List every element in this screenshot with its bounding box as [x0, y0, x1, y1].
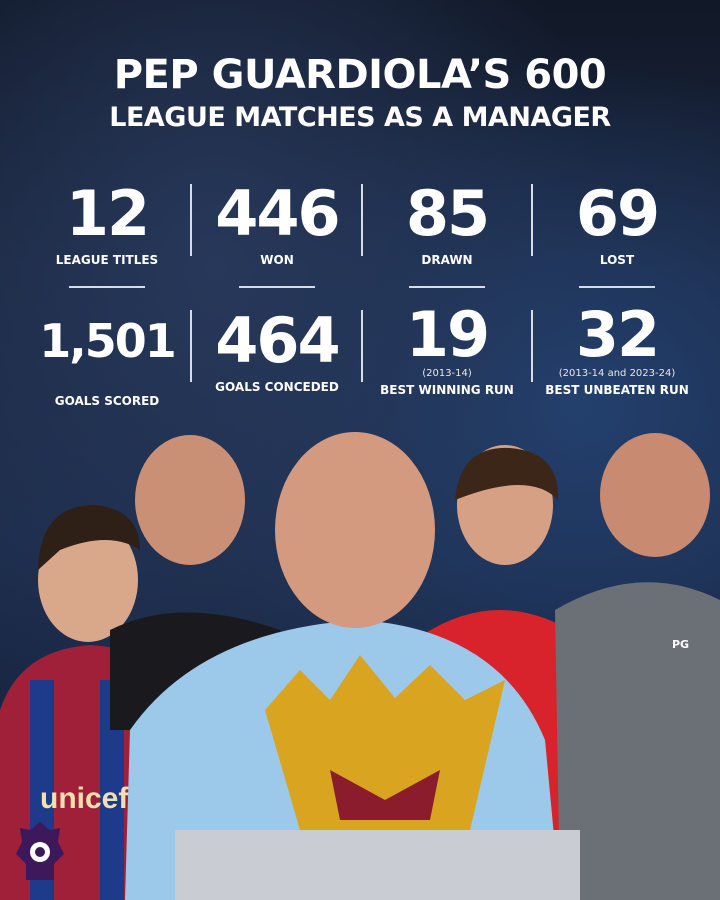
premier-league-lion-icon — [14, 820, 66, 882]
divider — [190, 310, 192, 382]
divider — [361, 184, 363, 256]
jersey-sponsor: unicef — [40, 782, 129, 815]
stat-note: (2013-14) — [422, 368, 472, 379]
stat-value: 464 — [215, 304, 340, 377]
stat-note: (2013-14 and 2023-24) — [558, 368, 676, 379]
initials: PG — [672, 638, 689, 651]
stat-label: GOALS CONCEDED — [215, 380, 339, 394]
stat-label: DRAWN — [421, 253, 473, 267]
stat-league-titles: 12 LEAGUE TITLES — [22, 177, 192, 268]
guardiola-bayern: PG — [555, 433, 720, 900]
stat-value: 69 — [575, 177, 660, 250]
stat-lost: 69 LOST — [532, 177, 702, 268]
stat-value: 1,501 — [39, 314, 177, 368]
divider — [531, 184, 533, 256]
divider — [190, 184, 192, 256]
stat-won: 446 WON — [192, 177, 362, 268]
stat-value: 19 — [405, 298, 490, 371]
stat-best-winning-run: 19 (2013-14) BEST WINNING RUN — [362, 298, 532, 398]
stat-goals-scored: 1,501 GOALS SCORED — [22, 310, 192, 408]
stat-label: WON — [260, 253, 294, 267]
stat-value: 85 — [405, 177, 490, 250]
stat-value: 446 — [215, 177, 340, 250]
players-photo: unicef PG — [0, 432, 720, 900]
stat-label: GOALS SCORED — [54, 394, 160, 408]
divider — [409, 286, 485, 288]
stat-label: BEST WINNING RUN — [380, 383, 514, 397]
stat-label: BEST UNBEATEN RUN — [545, 383, 689, 397]
stat-label: LOST — [599, 253, 635, 267]
stat-goals-conceded: 464 GOALS CONCEDED — [192, 304, 362, 395]
divider — [239, 286, 315, 288]
premier-league-trophy — [175, 655, 580, 900]
stat-best-unbeaten-run: 32 (2013-14 and 2023-24) BEST UNBEATEN RUN — [532, 298, 702, 398]
divider — [69, 286, 145, 288]
title-line-1: PEP GUARDIOLA’S 600 — [113, 52, 607, 98]
divider — [361, 310, 363, 382]
stat-value: 32 — [575, 298, 660, 371]
divider — [579, 286, 655, 288]
stat-label: LEAGUE TITLES — [55, 253, 159, 267]
divider — [531, 310, 533, 382]
stat-drawn: 85 DRAWN — [362, 177, 532, 268]
title-line-2: LEAGUE MATCHES AS A MANAGER — [109, 102, 611, 133]
stat-value: 12 — [65, 177, 150, 250]
